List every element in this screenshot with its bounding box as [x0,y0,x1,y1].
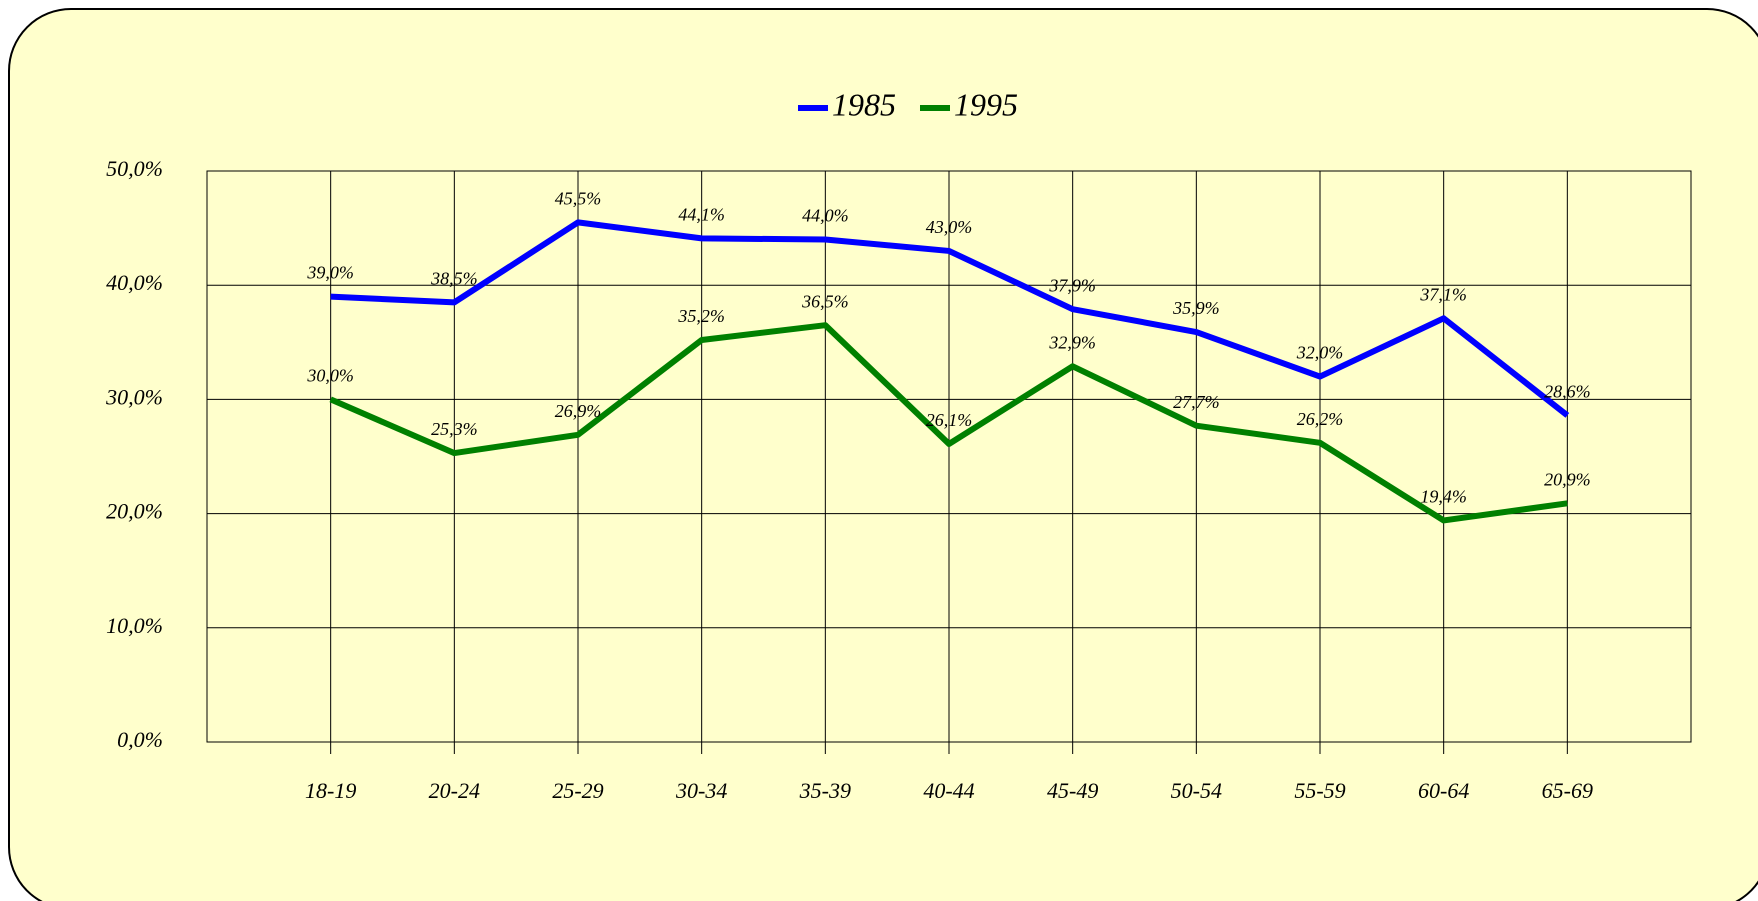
data-label: 45,5% [555,189,602,209]
data-label: 26,9% [555,401,602,421]
data-label: 26,1% [926,410,973,430]
data-label: 26,2% [1297,409,1344,429]
y-tick-label: 40,0% [106,270,163,295]
x-tick-label: 60-64 [1418,778,1469,803]
data-label: 35,2% [677,306,725,326]
legend-label: 1995 [954,86,1018,122]
x-tick-label: 35-39 [799,778,851,803]
data-label: 37,1% [1419,284,1467,304]
x-tick-label: 45-49 [1047,778,1098,803]
y-tick-label: 30,0% [105,384,163,409]
data-label: 32,0% [1296,343,1344,363]
x-tick-label: 25-29 [552,778,603,803]
data-label: 28,6% [1544,382,1591,402]
x-tick-label: 55-59 [1294,778,1345,803]
data-label: 35,9% [1172,298,1220,318]
y-tick-label: 50,0% [106,156,163,181]
data-label: 43,0% [926,217,973,237]
data-label: 44,1% [678,205,725,225]
x-tick-label: 20-24 [429,778,480,803]
x-tick-label: 18-19 [305,778,356,803]
chart-area [8,8,1758,901]
x-tick-label: 65-69 [1542,778,1593,803]
data-label: 39,0% [306,263,354,283]
data-label: 25,3% [431,419,478,439]
data-label: 27,7% [1173,392,1220,412]
data-label: 19,4% [1420,487,1467,507]
x-tick-label: 40-44 [923,778,974,803]
data-label: 32,9% [1048,332,1096,352]
data-label: 20,9% [1544,469,1591,489]
series-line [330,219,1570,418]
data-label: 44,0% [802,206,849,226]
data-label: 38,5% [430,268,478,288]
y-tick-label: 20,0% [106,499,163,524]
x-tick-label: 30-34 [675,778,727,803]
y-tick-label: 10,0% [106,613,163,638]
y-tick-label: 0,0% [117,727,163,752]
data-label: 37,9% [1048,275,1096,295]
legend-label: 1985 [832,86,896,122]
data-label: 36,5% [801,291,849,311]
series-line [329,322,1568,524]
x-tick-label: 50-54 [1171,778,1222,803]
data-label: 30,0% [306,366,354,386]
